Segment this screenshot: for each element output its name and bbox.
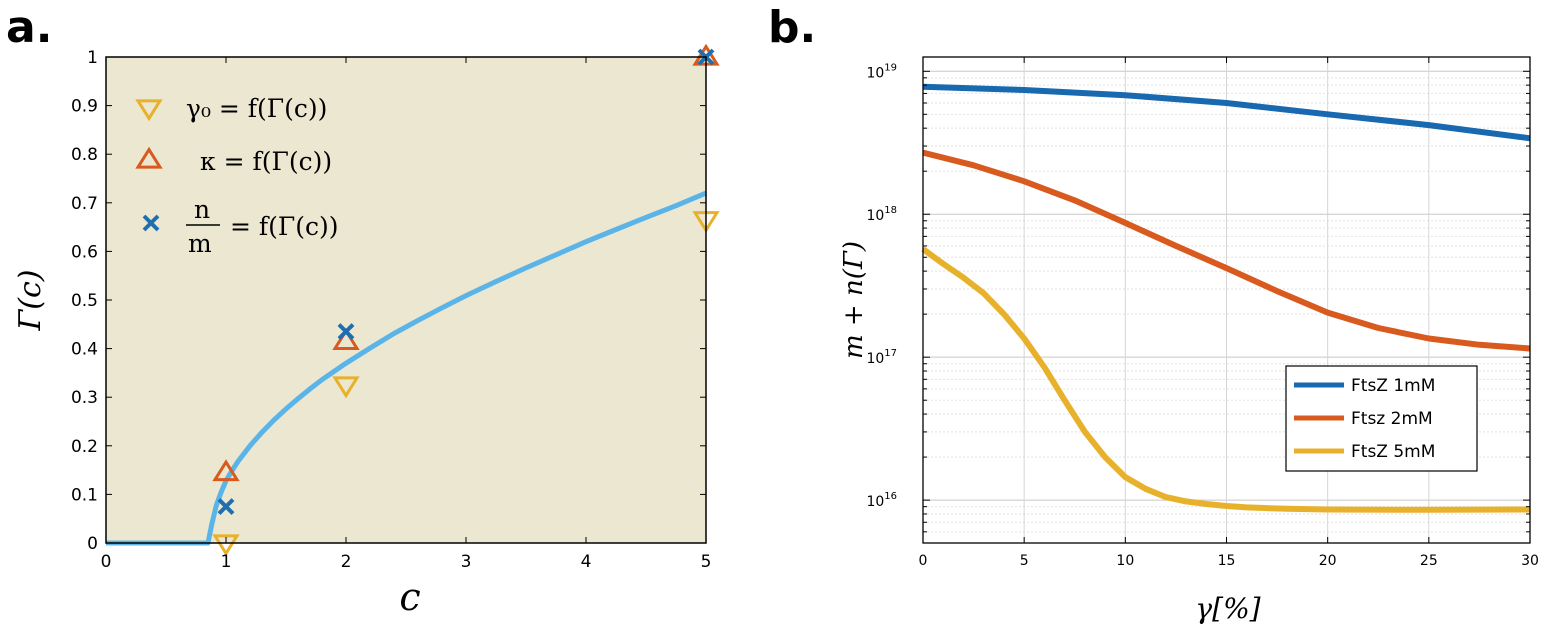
x-tick-label: 15 — [1218, 553, 1236, 569]
y-tick-exponent: 17 — [884, 348, 897, 359]
y-tick-label: 0.1 — [71, 485, 98, 505]
y-tick-label: 1016 — [866, 491, 897, 510]
x-marker-stroke — [337, 323, 355, 341]
gamma0-marker — [332, 376, 360, 399]
x-tick-label: 5 — [701, 552, 712, 572]
legend-label-n-over-m-rest: = f(Γ(c)) — [230, 212, 339, 241]
panel-a-ticks: 0 1 2 3 4 5 0 0.1 0.2 0.3 0.4 0.5 0.6 0.7 0.8 0.9 1 — [71, 48, 711, 572]
legend-marker-x — [142, 214, 160, 232]
y-tick-base: 10 — [866, 494, 884, 510]
n-over-m-marker — [217, 498, 235, 515]
y-tick-label: 1018 — [866, 205, 897, 224]
legend-label-m-denominator: m — [188, 229, 212, 258]
panel-b-y-axis-label: m + n(Γ) — [839, 241, 869, 359]
x-tick-label: 30 — [1521, 553, 1539, 569]
y-tick-label: 0.7 — [71, 194, 98, 214]
series-line-ftsz-1mm — [922, 83, 1531, 142]
x-tick-label: 0 — [919, 553, 928, 569]
y-tick-exponent: 18 — [884, 205, 897, 216]
x-tick-label: 5 — [1020, 553, 1029, 569]
x-tick-label: 0 — [101, 552, 112, 572]
kappa-marker — [212, 459, 240, 482]
x-tick-label: 1 — [221, 552, 232, 572]
x-tick-label: 10 — [1116, 553, 1134, 569]
y-tick-label: 1019 — [866, 62, 897, 81]
legend-marker-triangle-up — [135, 146, 163, 169]
panel-a-label: a. — [6, 2, 52, 53]
x-tick-label: 3 — [461, 552, 472, 572]
legend-marker-triangle-down — [135, 99, 163, 122]
y-tick-label: 1 — [87, 48, 98, 68]
y-tick-exponent: 19 — [884, 62, 897, 73]
y-tick-label: 0 — [87, 534, 98, 554]
y-tick-base: 10 — [866, 208, 884, 224]
legend-label-kappa: κ = f(Γ(c)) — [200, 147, 332, 176]
y-tick-label: 0.6 — [71, 242, 98, 262]
y-tick-label: 0.5 — [71, 291, 98, 311]
y-tick-label: 0.9 — [71, 97, 98, 117]
y-tick-label: 0.8 — [71, 145, 98, 165]
legend-label-gamma0: γ₀ = f(Γ(c)) — [186, 94, 327, 123]
series-line-ftsz-5mm — [921, 246, 1531, 513]
panel-a-plot-area — [106, 57, 706, 543]
gamma0-marker — [212, 534, 240, 557]
legend-label-n-numerator: n — [194, 195, 210, 224]
x-tick-label: 2 — [341, 552, 352, 572]
series-line-ftsz-2mm — [922, 149, 1531, 352]
legend-triangle-down-icon — [135, 99, 163, 122]
y-tick-label: 0.3 — [71, 388, 98, 408]
panel-a-legend: γ₀ = f(Γ(c)) κ = f(Γ(c)) n m = f(Γ(c)) — [135, 94, 339, 258]
panel-b-lines — [921, 83, 1531, 513]
y-tick-exponent: 16 — [884, 491, 897, 502]
panel-a: a. 0 1 2 3 4 5 0 0.1 0.2 0.3 0.4 0.5 0.6 0.7 0.8 0.9 1 c… — [6, 2, 720, 619]
n-over-m-marker — [337, 323, 355, 341]
y-tick-label: 0.4 — [71, 340, 98, 360]
panel-b-label: b. — [768, 2, 816, 53]
legend-label-ftsz-1mm: FtsZ 1mM — [1351, 376, 1435, 396]
y-tick-label: 0.2 — [71, 437, 98, 457]
legend-label-ftsz-2mm: Ftsz 2mM — [1351, 409, 1433, 429]
y-tick-base: 10 — [866, 65, 884, 81]
x-tick-label: 4 — [581, 552, 592, 572]
x-tick-label: 25 — [1420, 553, 1438, 569]
panel-b-legend: FtsZ 1mM Ftsz 2mM FtsZ 5mM — [1285, 365, 1478, 472]
x-marker-stroke — [142, 214, 160, 232]
gamma-curve-line — [106, 190, 707, 546]
x-marker-stroke — [217, 498, 235, 515]
y-tick-label: 1017 — [866, 348, 897, 367]
legend-triangle-up-icon — [135, 146, 163, 169]
legend-label-ftsz-5mm: FtsZ 5mM — [1351, 442, 1435, 462]
panel-a-x-axis-label: c — [399, 575, 420, 619]
y-tick-base: 10 — [866, 351, 884, 367]
legend-x-icon — [142, 214, 160, 232]
panel-b-x-axis-label: γ[%] — [1195, 592, 1260, 625]
x-tick-label: 20 — [1319, 553, 1337, 569]
panel-a-y-axis-label: Γ(c) — [13, 269, 48, 331]
